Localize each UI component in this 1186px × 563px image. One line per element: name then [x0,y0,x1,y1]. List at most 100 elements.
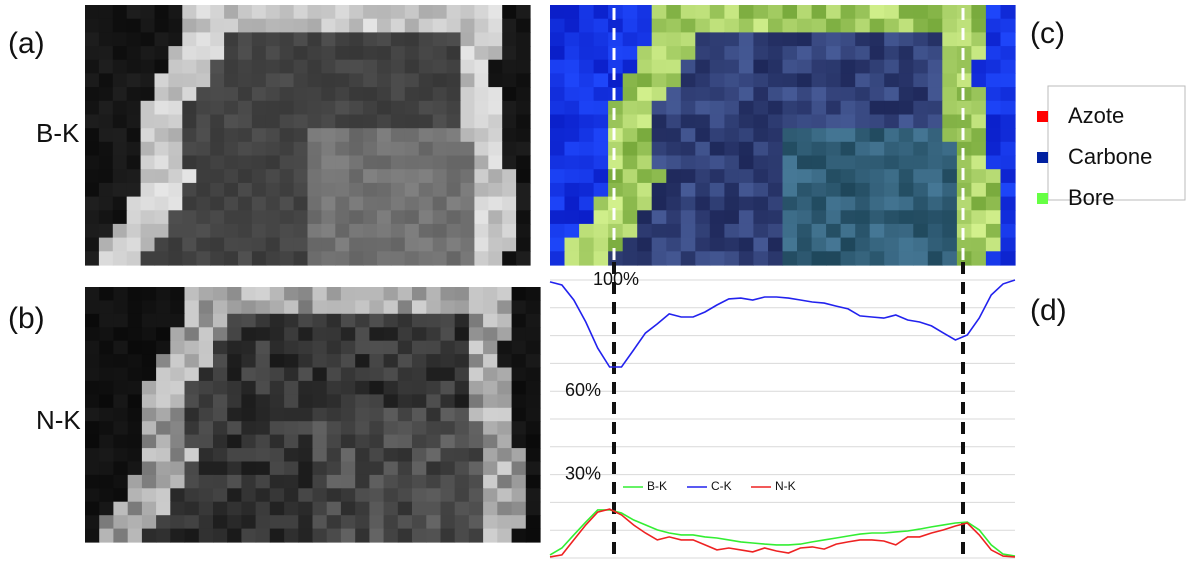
image-pixel [651,114,667,129]
image-pixel [497,407,513,422]
image-pixel [460,59,475,74]
image-pixel [502,114,517,129]
image-pixel [593,223,609,239]
image-pixel [971,196,987,211]
image-pixel [269,461,285,476]
image-pixel [695,155,711,170]
image-pixel [279,100,295,116]
image-pixel [724,87,740,102]
image-pixel [709,128,725,143]
image-pixel [695,141,711,157]
image-pixel [154,196,169,211]
image-pixel [335,251,350,266]
image-pixel [474,128,489,143]
image-pixel [85,87,100,102]
image-pixel [255,407,271,422]
image-pixel [355,515,370,530]
image-pixel [511,327,527,342]
image-pixel [307,46,322,61]
image-pixel [474,46,489,61]
image-pixel [579,73,595,88]
image-pixel [502,32,517,47]
image-pixel [184,340,200,355]
image-pixel [377,73,392,88]
image-pixel [156,448,171,463]
image-pixel [550,210,566,225]
image-pixel [474,141,489,157]
image-pixel [196,73,211,88]
image-pixel [265,169,281,184]
image-pixel [170,380,186,395]
image-pixel [363,46,378,61]
image-pixel [418,196,434,211]
image-pixel [241,327,257,342]
image-pixel [483,313,498,328]
image-pixel [426,340,442,355]
image-pixel [593,155,609,170]
image-pixel [326,327,342,342]
image-pixel [666,210,682,225]
image-pixel [198,448,214,463]
image-pixel [898,196,914,211]
image-pixel [213,313,228,328]
image-pixel [855,169,871,184]
image-pixel [397,461,413,476]
image-pixel [140,251,156,266]
image-pixel [284,488,299,503]
image-pixel [340,515,356,530]
image-pixel [753,100,769,116]
image-pixel [98,251,114,266]
image-pixel [942,223,958,239]
image-pixel [884,196,900,211]
image-pixel [397,367,413,382]
image-pixel [251,59,267,74]
image-pixel [251,18,267,33]
image-pixel [550,18,566,33]
image-pixel [488,237,503,252]
image-pixel [709,5,725,20]
image-pixel [404,114,420,129]
image-pixel [182,87,197,102]
image-pixel [170,488,186,503]
image-pixel [126,32,142,47]
image-pixel [238,5,253,20]
image-pixel [840,114,856,129]
image-pixel [898,223,914,239]
image-pixel [241,287,257,301]
image-pixel [98,73,114,88]
image-pixel [468,367,484,382]
image-pixel [99,434,114,449]
image-pixel [460,182,475,198]
image-pixel [412,528,427,543]
image-pixel [198,354,214,369]
image-pixel [855,87,871,102]
image-pixel [156,287,171,301]
image-pixel [971,32,987,47]
image-pixel [279,114,295,129]
y-tick-label: 30% [565,463,601,483]
image-pixel [126,46,142,61]
image-pixel [154,155,169,170]
image-pixel [377,196,392,211]
image-pixel [126,59,142,74]
image-pixel [502,59,517,74]
image-pixel [198,327,214,342]
image-pixel [516,87,531,102]
image-pixel [956,114,972,129]
image-pixel [608,87,624,102]
image-pixel [284,394,299,409]
image-pixel [238,237,253,252]
image-pixel [298,380,314,395]
image-pixel [869,155,885,170]
image-pixel [298,340,314,355]
image-pixel [326,528,342,543]
image-pixel [709,169,725,184]
image-pixel [564,196,580,211]
image-pixel [377,46,392,61]
image-pixel [426,300,442,315]
image-pixel [680,46,696,61]
image-pixel [840,155,856,170]
image-pixel [196,32,211,47]
image-pixel [126,237,142,252]
image-pixel [255,313,271,328]
